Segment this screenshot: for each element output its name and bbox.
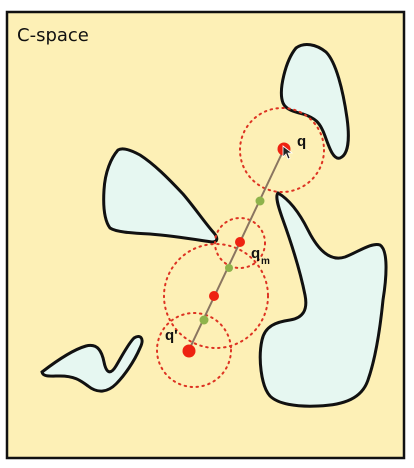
- obstacle-top-right: [280, 43, 350, 160]
- cursor-icon: [282, 145, 294, 160]
- label-q: q: [297, 133, 306, 150]
- ball-qm: [214, 217, 266, 269]
- c-space-title: C-space: [17, 25, 89, 46]
- green-node-3: [199, 315, 209, 325]
- ball-q-prime: [156, 312, 232, 388]
- red-node-mid: [209, 291, 219, 301]
- ball-q: [239, 107, 325, 193]
- label-qm: q: [251, 245, 260, 262]
- obstacle-right-large: [258, 191, 388, 408]
- red-node-qm: [235, 237, 245, 247]
- red-node-q-prime: [182, 344, 196, 358]
- ball-middle: [163, 243, 269, 349]
- green-node-2: [225, 264, 233, 272]
- label-qm-subscript: m: [261, 256, 270, 267]
- green-node-1: [255, 196, 265, 206]
- obstacle-left-triangle: [102, 147, 219, 244]
- obstacle-bottom-left: [40, 334, 144, 393]
- label-q-prime: q': [165, 327, 178, 344]
